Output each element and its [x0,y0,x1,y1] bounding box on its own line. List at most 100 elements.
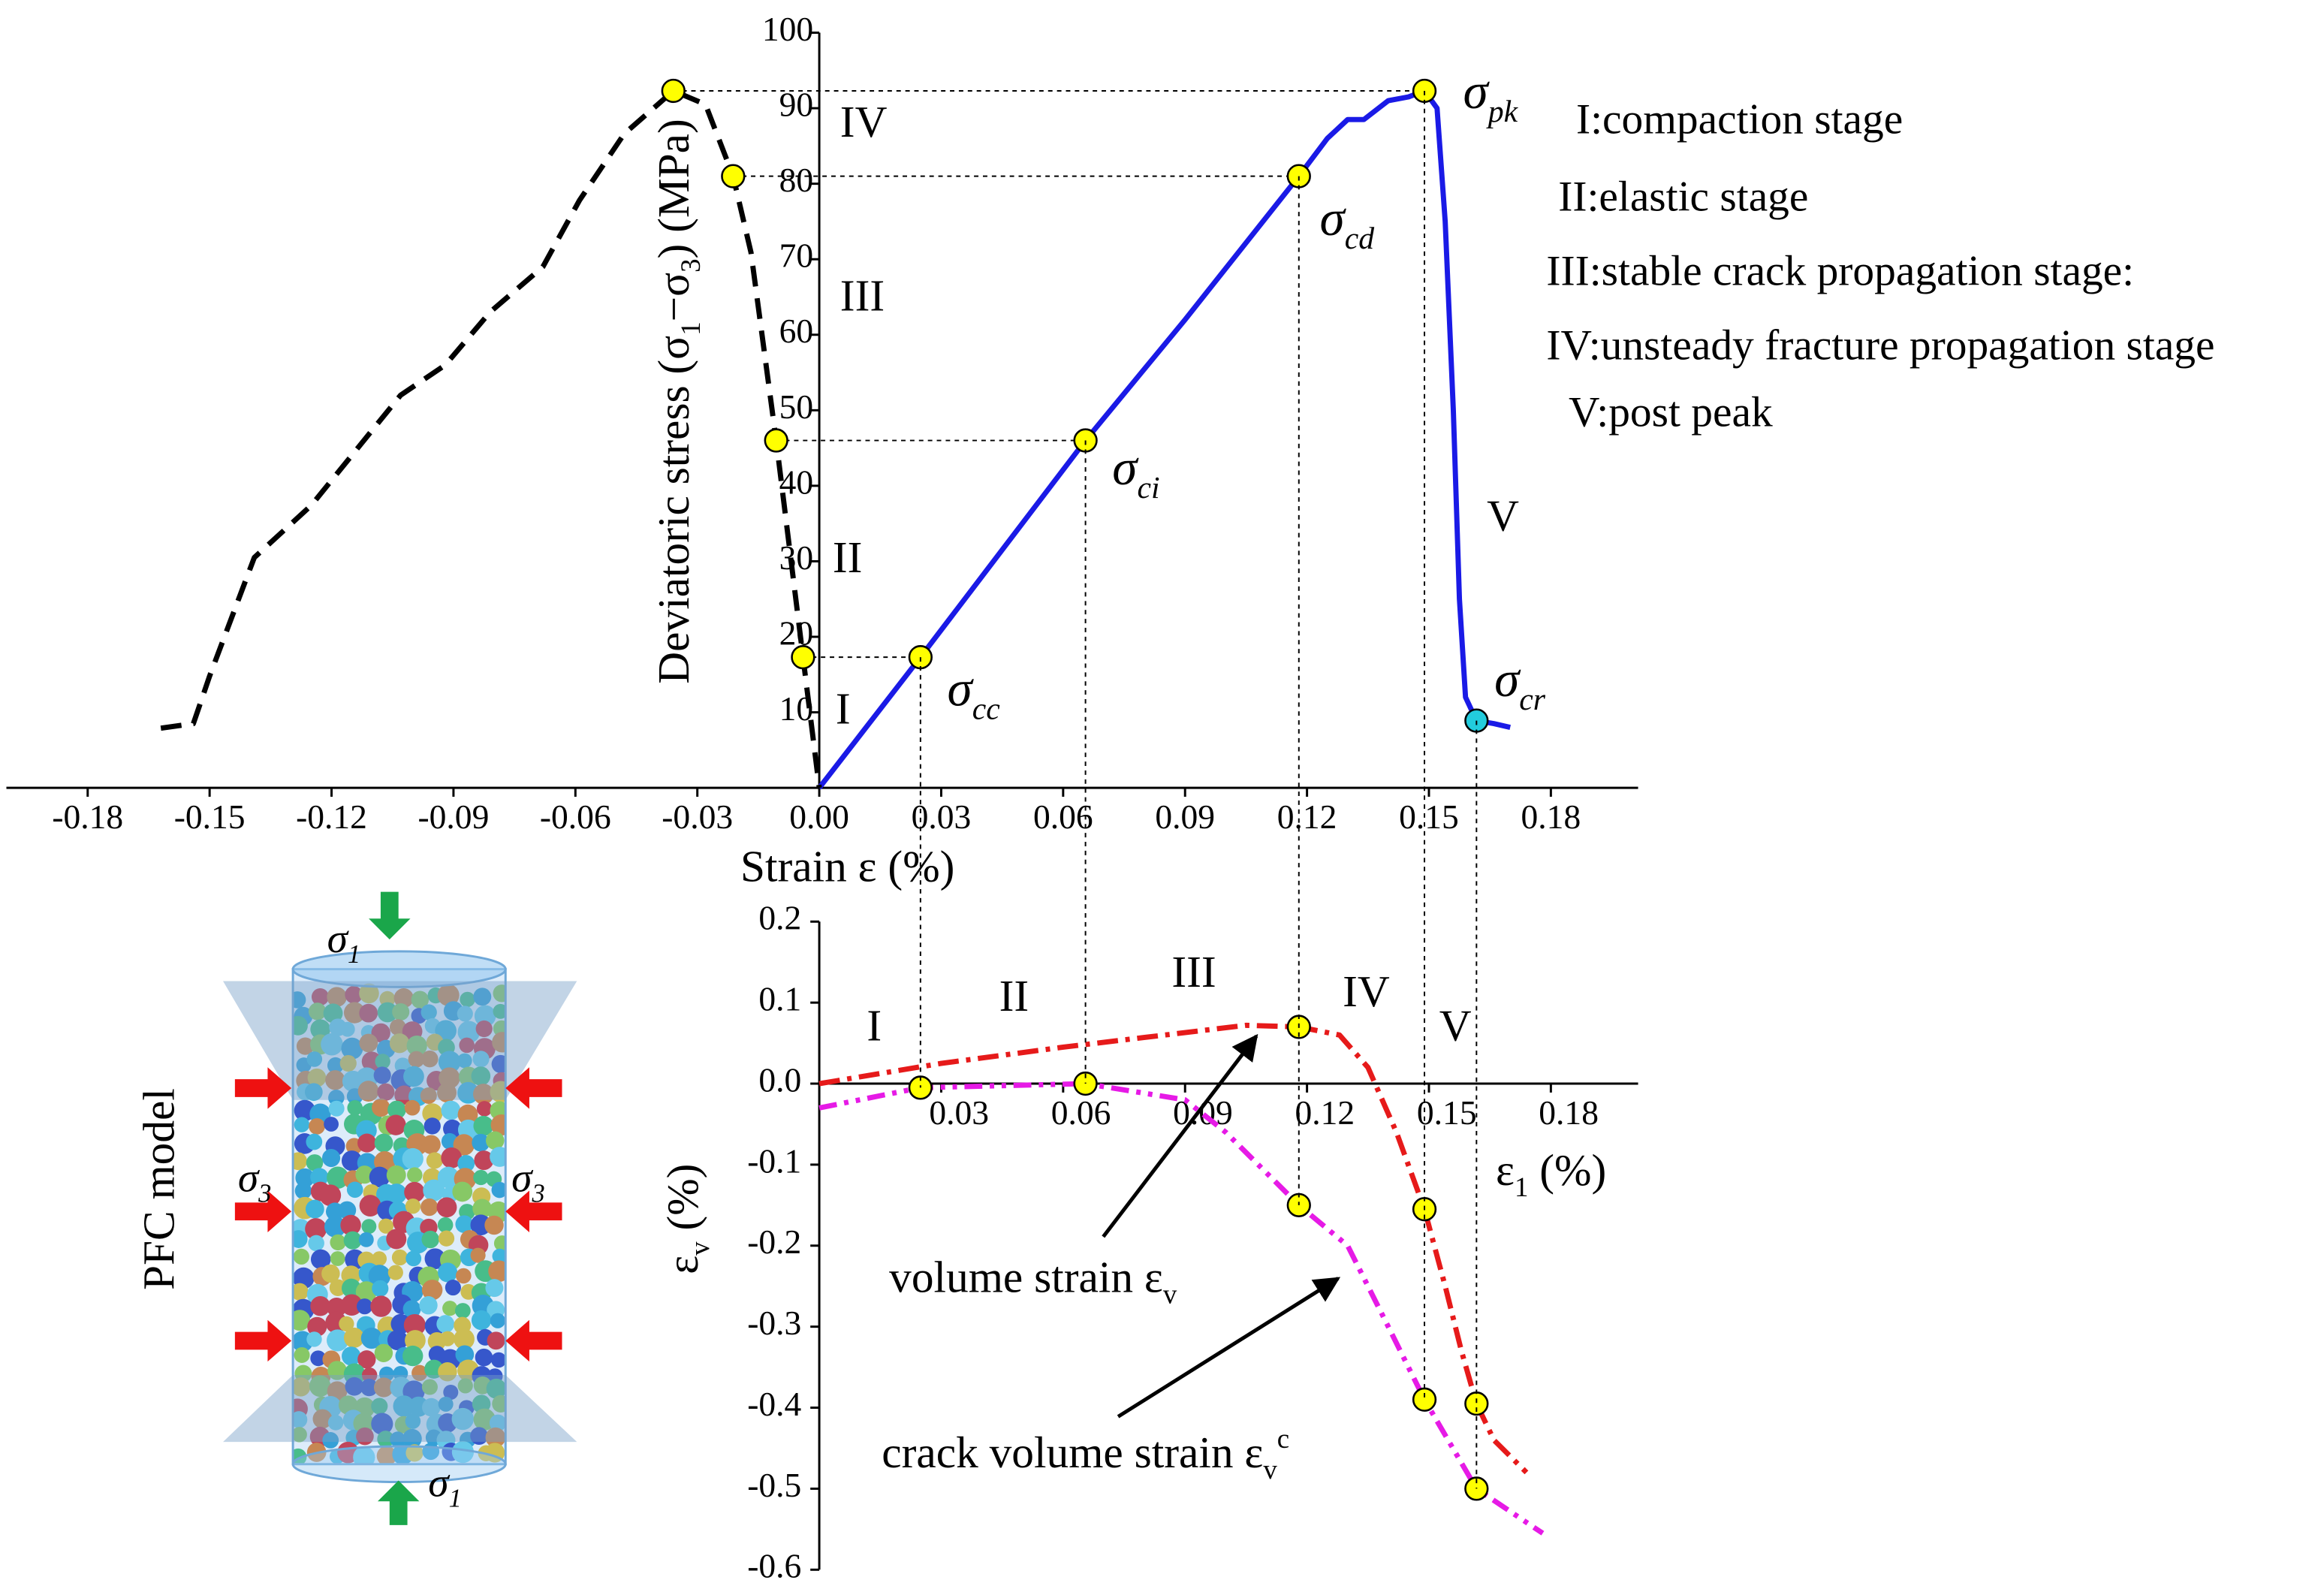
marker [661,78,686,104]
marker [1412,78,1437,104]
particle [293,1015,308,1036]
particle [455,1345,475,1364]
particle [437,1217,454,1233]
particle [421,1280,443,1301]
particle [489,1414,506,1432]
text-part: v [684,1241,715,1256]
particle [387,1100,406,1120]
particle [393,988,414,1009]
x-tick-label: -0.15 [174,798,246,836]
point-label: σcr [1494,652,1546,717]
text-part: (%) [657,1164,707,1242]
particle [485,1279,504,1298]
x-tick-label: 0.18 [1521,798,1581,836]
x-tick-label: 0.12 [1295,1093,1355,1132]
particle [439,1067,460,1089]
particle [438,1396,454,1412]
particle [420,1004,437,1021]
text-part: σ [947,661,974,717]
y-tick-label: -0.1 [747,1141,801,1180]
particle [402,1345,424,1367]
x-tick-label: -0.09 [418,798,490,836]
particle [393,1395,415,1417]
particle [486,1378,506,1399]
particle [341,1037,363,1060]
particle [378,1218,394,1234]
particle [293,1411,308,1428]
particle [338,1201,357,1220]
y-axis-label: εv (%) [657,1164,714,1274]
y-tick-label: 0.2 [758,899,801,937]
particle [491,1181,506,1199]
particle [442,1301,458,1316]
particle [357,1133,377,1153]
particle [473,1084,494,1105]
particle [419,1296,438,1315]
particle [307,1316,327,1337]
particle [473,987,492,1006]
x-tick-label: -0.12 [296,798,367,836]
particle [437,1083,457,1103]
particle [457,1155,475,1172]
particle [493,984,506,1003]
particle [405,1250,422,1267]
particle [330,1234,346,1251]
particle [340,1214,361,1236]
particle [376,1446,397,1464]
text-part: 3 [675,259,706,273]
text-part: cd [1345,222,1375,256]
x-axis-label: ε1 (%) [1496,1144,1606,1202]
stage-label: I [836,684,851,734]
particle [327,1415,344,1431]
particle [329,1279,347,1296]
text-part: 3 [532,1180,545,1208]
particle [474,1005,496,1027]
particle [493,1235,506,1252]
particle [294,1346,310,1363]
particle [377,1002,398,1023]
marker [721,164,746,188]
particle [322,1432,339,1449]
particle [405,1413,421,1429]
particle [470,1247,486,1263]
text-part: 1 [449,1484,462,1512]
particle [311,988,330,1006]
text-part: c [1277,1423,1289,1454]
point-label: σci [1112,440,1159,505]
particle [475,1020,493,1038]
particle [324,1117,339,1132]
particle [422,1103,443,1124]
particle [424,1248,446,1270]
particle [457,1081,479,1104]
x-tick-label: 0.15 [1399,798,1459,836]
particle [492,1248,506,1264]
particle [306,1133,323,1150]
particle [361,1051,382,1072]
particle [386,1183,407,1205]
particle [455,1215,474,1234]
confining-arrow [505,1319,562,1362]
particle [492,1395,506,1413]
particle [327,987,347,1007]
particle [373,1377,394,1398]
particle [490,1313,505,1328]
particle [339,1054,357,1072]
particle [310,1168,329,1186]
particle [293,1230,308,1248]
x-tick-label: 0.09 [1173,1093,1233,1132]
y-tick-label: 0.0 [758,1060,801,1099]
particle [330,1251,345,1266]
text-part: −σ [649,273,698,321]
particle [488,1260,506,1283]
y-tick-label: 70 [779,237,814,275]
particle [457,1021,481,1044]
particle [405,1444,424,1462]
stage-label: IV [1343,966,1390,1016]
x-axis-label: Strain ε (%) [740,842,955,891]
x-tick-label: 0.03 [912,798,972,836]
particle [377,1431,394,1448]
particle [325,1070,345,1090]
y-tick-label: -0.6 [747,1547,801,1585]
particle [451,1407,474,1431]
particle [360,1378,378,1397]
